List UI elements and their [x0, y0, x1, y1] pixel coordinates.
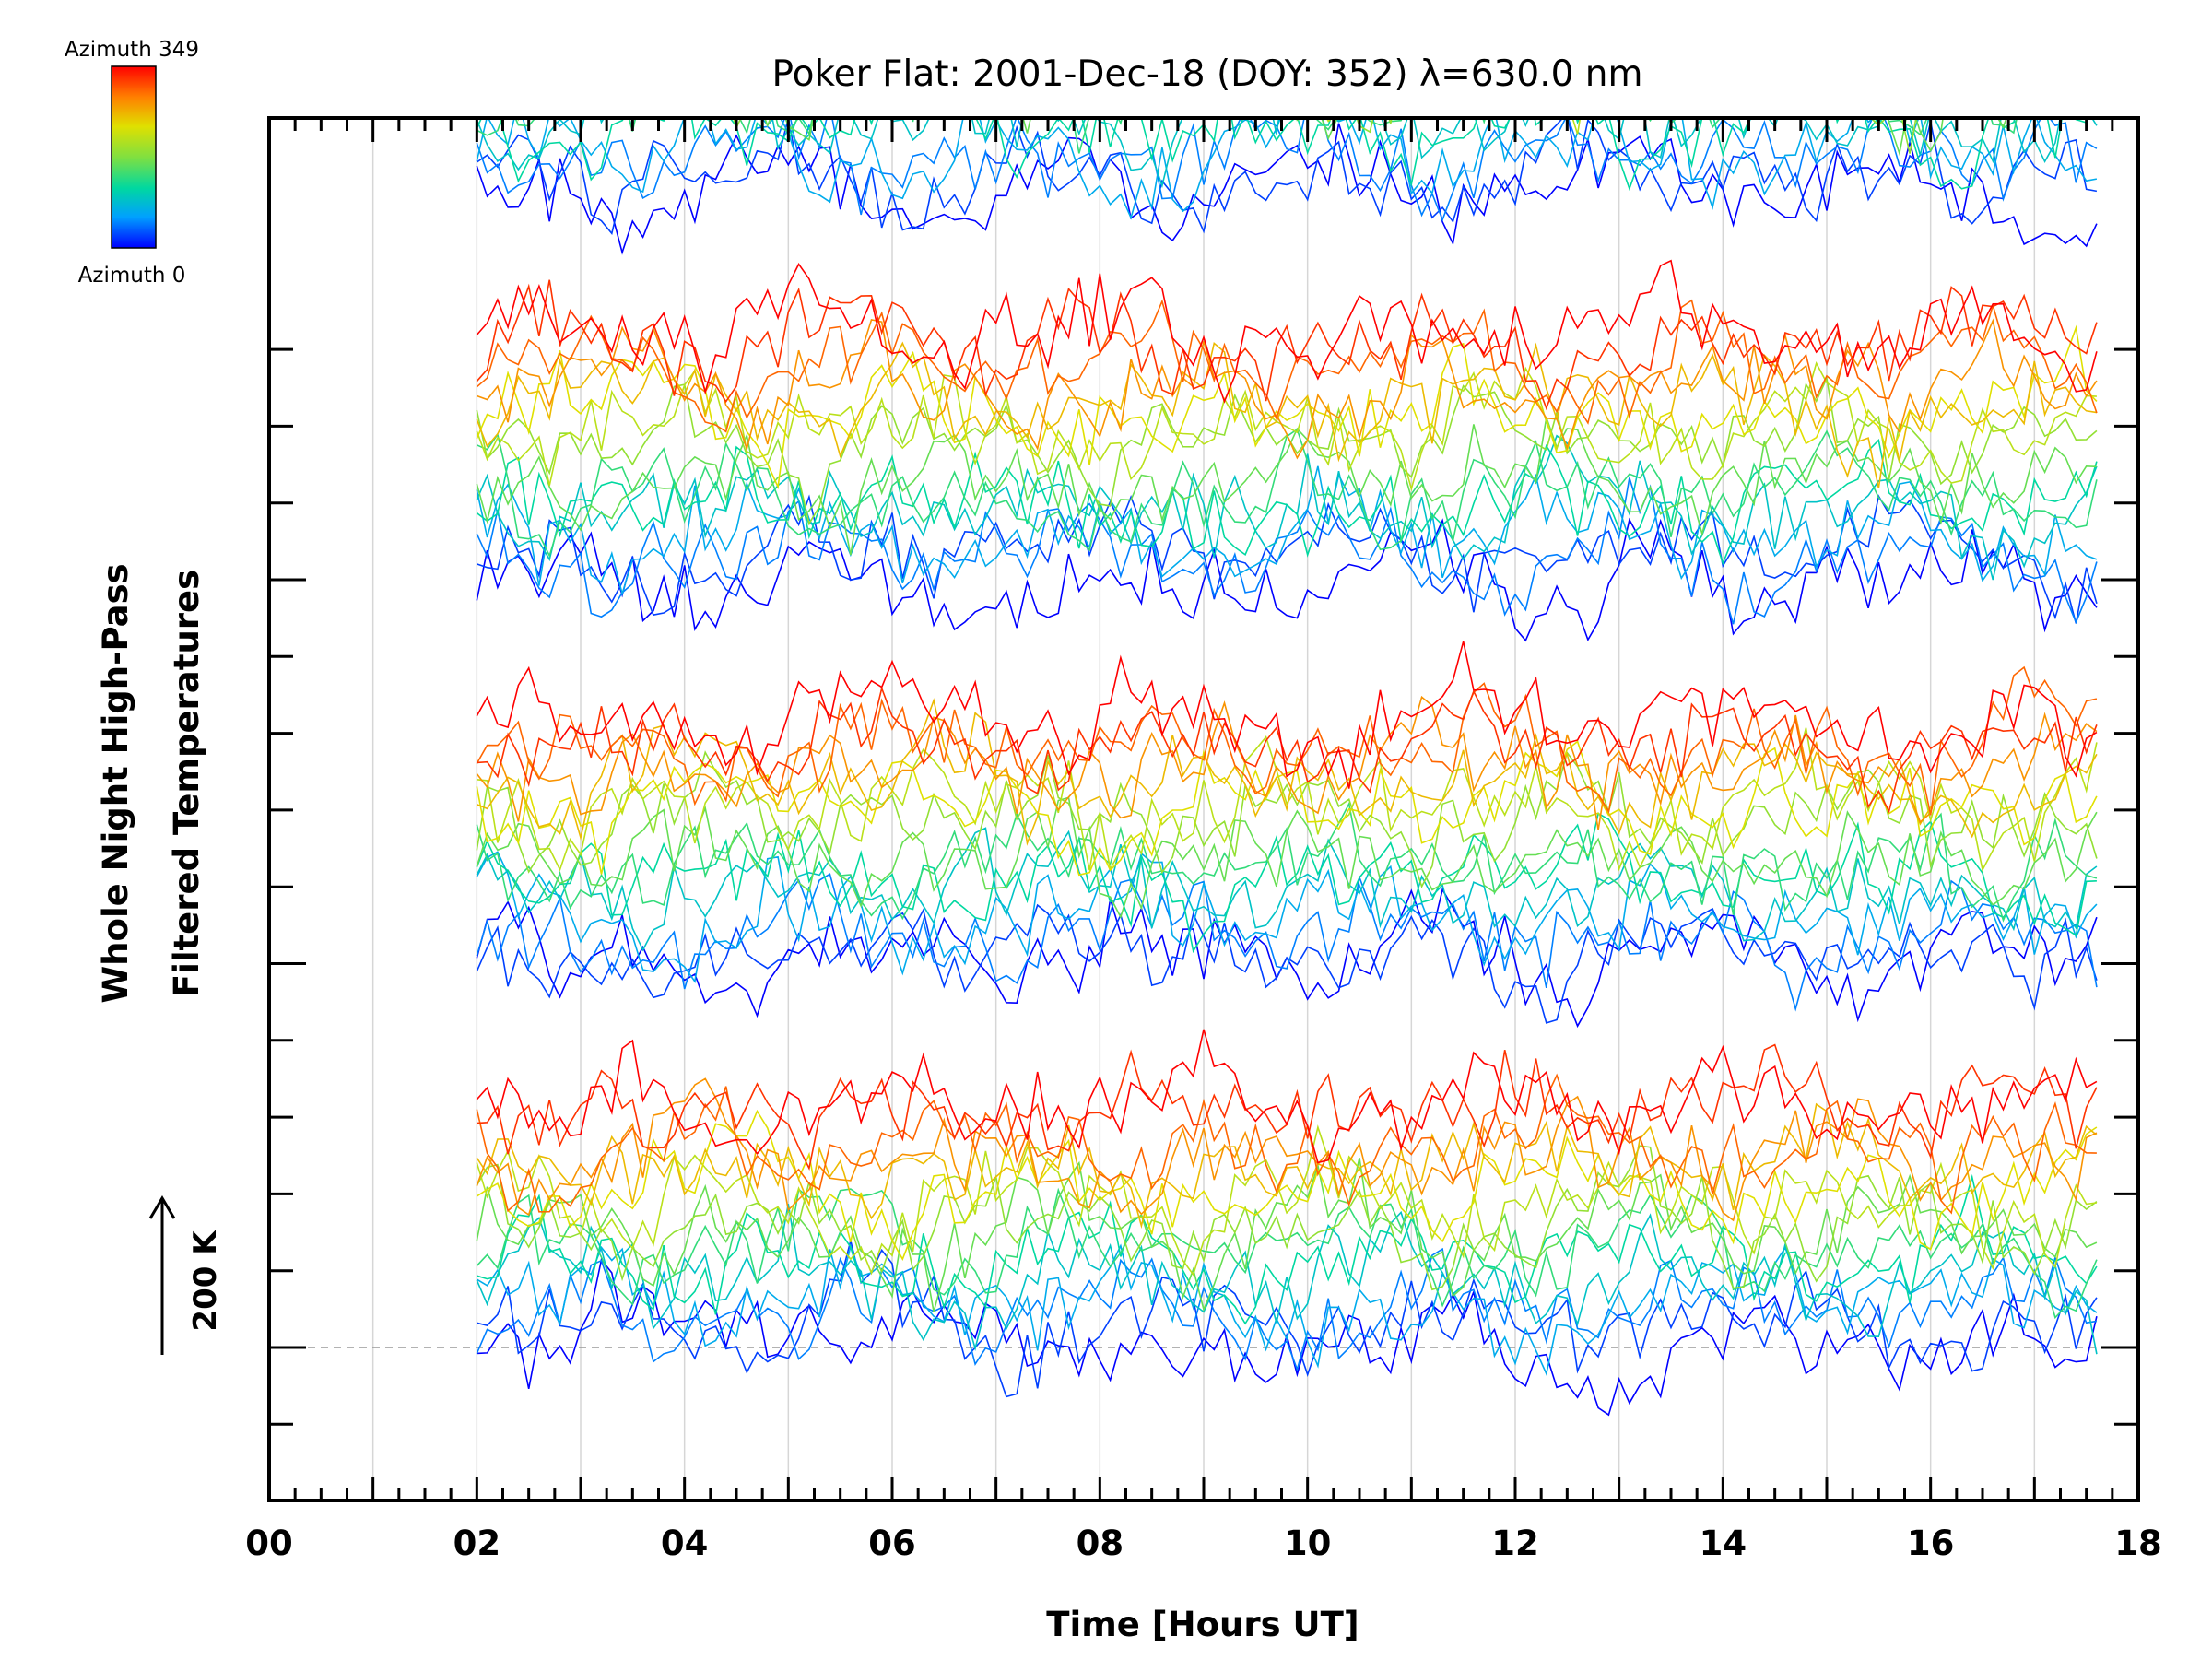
colorbar: [111, 65, 157, 249]
x-tick-label: 12: [1491, 1524, 1539, 1563]
trace-g0-az0: [477, 1257, 2098, 1417]
trace-g3-az14: [477, 0, 2097, 37]
trace-g3-az1: [476, 118, 2098, 236]
trace-g3-az2: [476, 118, 2098, 222]
scale-bar: [148, 1195, 176, 1355]
x-tick-label: 02: [453, 1524, 501, 1563]
trace-g2-az7: [476, 417, 2097, 556]
trace-g1-az8: [476, 750, 2098, 888]
trace-g1-az13: [476, 665, 2098, 816]
trace-g2-az12: [477, 318, 2098, 460]
trace-g2-az15: [476, 259, 2098, 404]
chart-title: Poker Flat: 2001-Dec-18 (DOY: 352) λ=630…: [771, 53, 1642, 95]
trace-g2-az10: [476, 324, 2098, 490]
x-tick-label: 06: [868, 1524, 916, 1563]
colorbar-top-label: Azimuth 349: [65, 38, 199, 62]
trace-g0-az10: [476, 1109, 2098, 1261]
trace-g0-az1: [477, 1241, 2098, 1398]
x-tick-label: 18: [2114, 1524, 2162, 1563]
x-tick-labels: 00 02 04 06 08 10 12 14 16 18: [245, 1524, 2162, 1563]
trace-g0-az15: [476, 1029, 2098, 1164]
trace-g3-az0: [476, 123, 2098, 255]
trace-g0-az7: [476, 1158, 2098, 1312]
trace-g0-az5: [477, 1173, 2098, 1325]
trace-g0-az3: [476, 1243, 2098, 1377]
x-tick-label: 10: [1284, 1524, 1332, 1563]
trace-g0-az6: [476, 1187, 2098, 1320]
trace-g3-az5: [476, 118, 2089, 192]
x-tick-label: 08: [1077, 1524, 1124, 1563]
x-tick-label: 14: [1700, 1524, 1747, 1563]
trace-g2-az3: [476, 465, 2098, 597]
trace-g2-az1: [477, 494, 2098, 624]
trace-g3-az13: [477, 0, 2097, 55]
trace-g2-az13: [476, 299, 2098, 433]
trace-g2-az2: [476, 477, 2098, 625]
trace-g1-az15: [476, 641, 2098, 789]
y-axis-title-line1: Whole Night High-Pass: [96, 563, 135, 1003]
trace-g0-az13: [476, 1073, 2097, 1215]
trace-g1-az12: [476, 695, 2098, 830]
temperature-traces: [476, 0, 2098, 1417]
trace-g1-az11: [476, 698, 2098, 846]
trace-g0-az8: [476, 1145, 2098, 1291]
trace-g2-az11: [476, 341, 2098, 488]
trace-g2-az14: [476, 279, 2098, 411]
trace-g0-az12: [476, 1077, 2098, 1222]
x-tick-label: 00: [245, 1524, 293, 1563]
x-tick-label: 04: [661, 1524, 709, 1563]
trace-g1-az6: [476, 801, 2098, 923]
trace-g3-az6: [476, 118, 2018, 154]
trace-g2-az0: [476, 517, 2098, 642]
trace-g1-az1: [476, 903, 2098, 1024]
trace-g1-az4: [476, 827, 2098, 952]
trace-g3-az15: [477, 0, 2097, 21]
trace-g0-az4: [476, 1204, 2098, 1355]
axis-ticks: [267, 118, 2140, 1500]
x-axis-title: Time [Hours UT]: [1046, 1605, 1359, 1644]
trace-g2-az9: [476, 360, 2097, 492]
trace-g1-az7: [476, 796, 2098, 920]
trace-g1-az3: [476, 851, 2098, 983]
y-axis-title-line2: Filtered Temperatures: [167, 570, 206, 997]
scale-bar-label: 200 K: [187, 1230, 224, 1332]
trace-g1-az2: [476, 873, 2098, 1012]
trace-g1-az14: [477, 686, 2098, 814]
colorbar-bottom-label: Azimuth 0: [78, 264, 186, 288]
x-tick-label: 16: [1907, 1524, 1955, 1563]
